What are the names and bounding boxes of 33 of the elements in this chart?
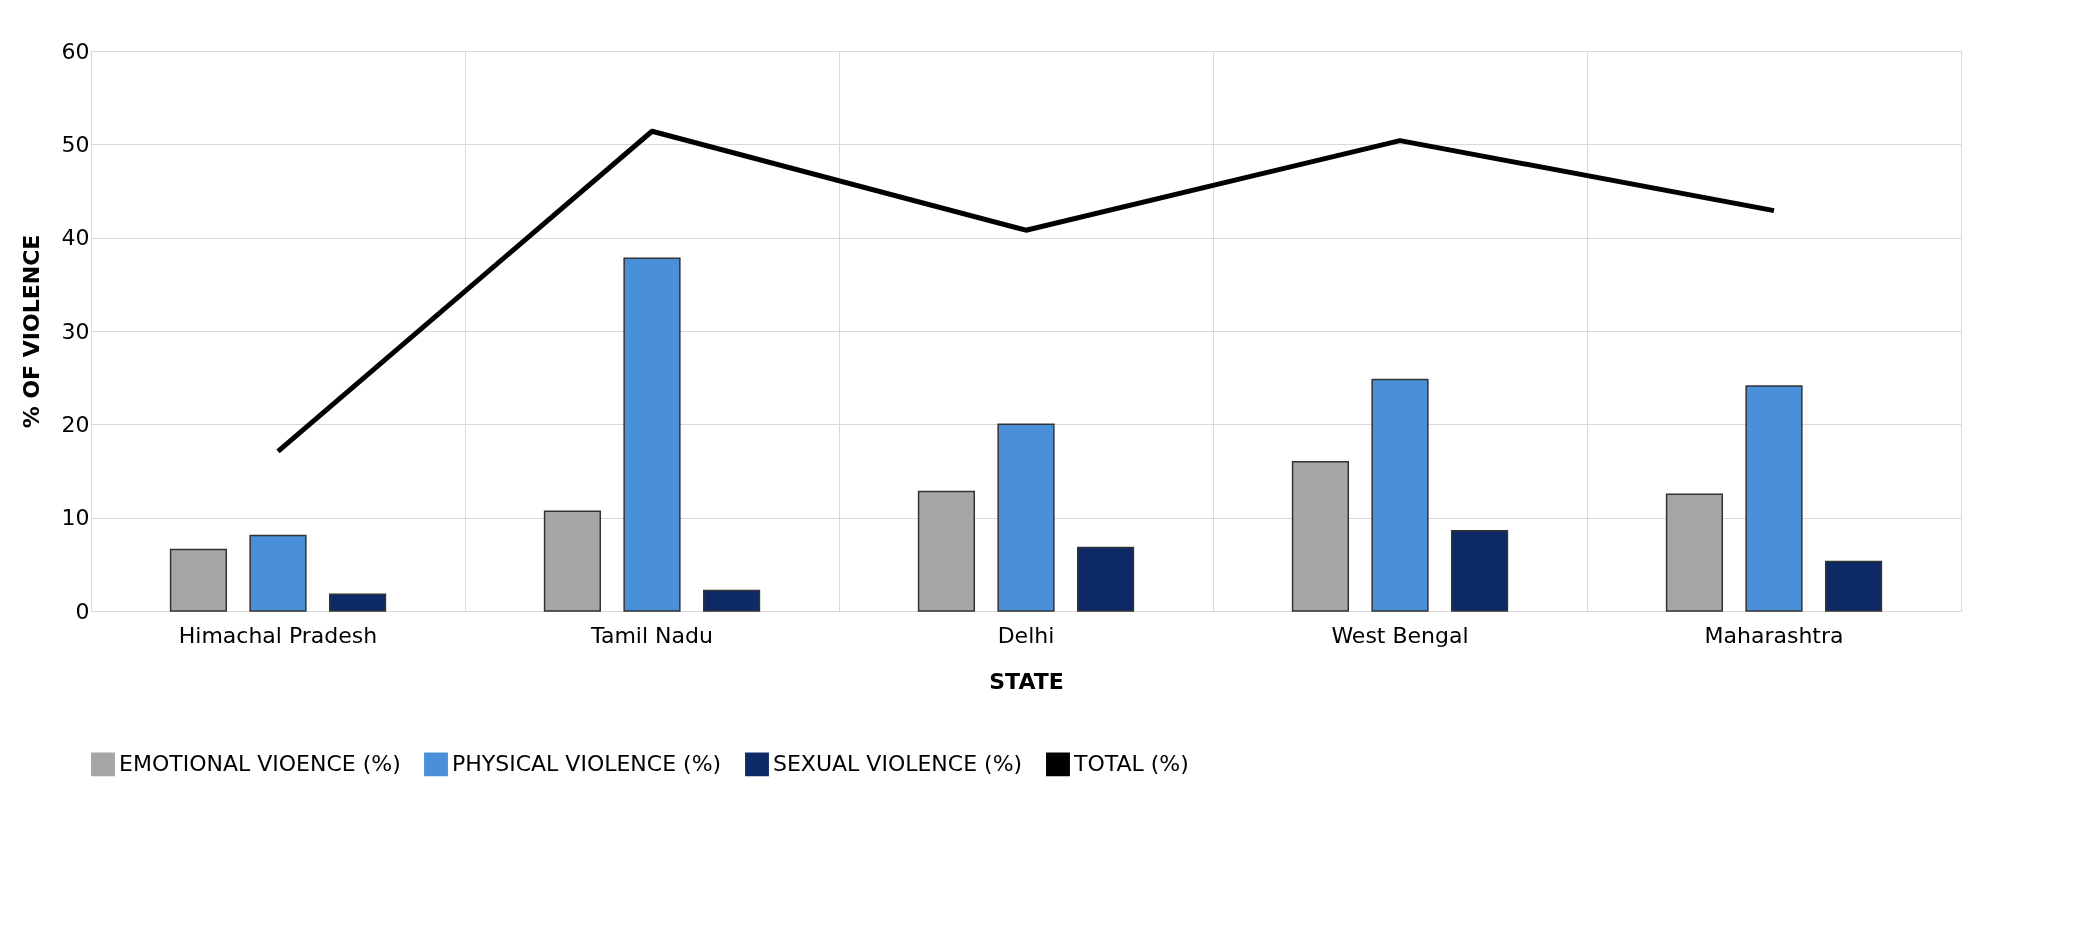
bar xyxy=(1745,385,1803,612)
bar xyxy=(623,257,681,612)
y-tick-label: 60 xyxy=(61,38,90,64)
y-tick-label: 30 xyxy=(61,318,90,344)
bar xyxy=(1076,546,1135,612)
bar xyxy=(1371,378,1429,612)
bar xyxy=(328,593,387,612)
y-tick-label: 10 xyxy=(61,505,90,531)
bar xyxy=(702,589,761,612)
x-tick-label: Tamil Nadu xyxy=(590,622,713,648)
bar xyxy=(1824,560,1883,612)
legend-label: TOTAL (%) xyxy=(1073,751,1189,777)
x-tick-label: West Bengal xyxy=(1331,622,1469,648)
y-tick-label: 50 xyxy=(61,131,90,157)
x-tick-label: Delhi xyxy=(997,622,1055,648)
bar xyxy=(249,534,307,612)
bar xyxy=(1665,493,1724,612)
bar xyxy=(543,510,602,612)
bar xyxy=(1291,460,1350,612)
bar xyxy=(997,423,1055,612)
x-tick-label: Maharashtra xyxy=(1704,622,1844,648)
y-tick-label: 20 xyxy=(61,411,90,437)
legend-label: SEXUAL VIOLENCE (%) xyxy=(773,751,1023,777)
y-tick-label: 40 xyxy=(61,225,90,251)
y-tick-label: 0 xyxy=(75,598,90,624)
bar xyxy=(917,490,976,612)
x-axis-title: STATE xyxy=(989,668,1064,694)
bar xyxy=(169,548,228,612)
bar xyxy=(1450,529,1509,612)
legend-label: EMOTIONAL VIOENCE (%) xyxy=(119,751,401,777)
legend-label: PHYSICAL VIOLENCE (%) xyxy=(452,751,722,777)
x-tick-label: Himachal Pradesh xyxy=(178,622,378,648)
y-axis-title: % OF VIOLENCE xyxy=(18,234,44,429)
